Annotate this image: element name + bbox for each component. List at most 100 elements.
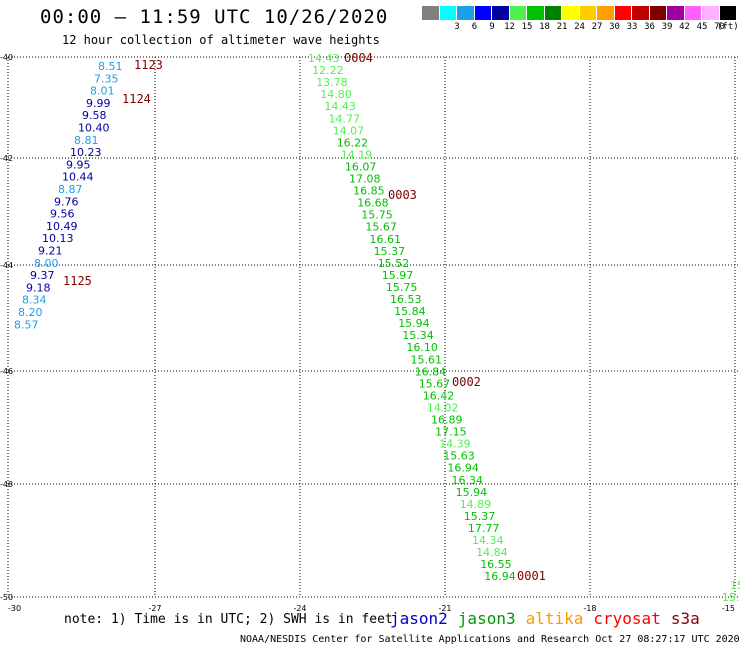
west-track-value: 10.44 [62,171,94,184]
central-track-value: 15.34 [402,329,434,342]
colorbar-swatch [527,6,545,20]
colorbar-label: 45 [696,22,708,32]
central-track-value: 14.77 [329,112,361,125]
colorbar-label: 36 [644,22,655,32]
colorbar-swatch [597,6,615,20]
central-track-value: 17.15 [435,426,467,439]
central-track-value: 14.84 [476,546,508,559]
central-track-value: 15.52 [378,257,410,270]
west-track-value: 9.58 [82,109,107,122]
central-track-value: 15.61 [411,353,443,366]
central-track-value: 17.77 [468,522,500,535]
central-track-value: 16.84 [415,365,447,378]
central-track-value: 14.43 [308,52,340,65]
central-track-value: 15.37 [464,510,496,523]
central-track-value: 15.67 [365,221,397,234]
central-track-value: 14.07 [333,124,365,137]
central-track-value: 16.42 [423,389,455,402]
satellite-jason3: jason3 [457,609,516,628]
longitude-label: -24 [293,604,306,613]
colorbar-label: 33 [626,22,638,32]
colorbar-label: 3 [454,22,460,32]
colorbar-swatch [422,6,440,20]
longitude-label: -18 [583,604,596,613]
note: note: 1) Time is in UTC; 2) SWH is in fe… [64,612,393,627]
west-track-value: 8.20 [18,306,43,319]
west-track-value: 9.95 [66,158,91,171]
map-subtitle: 12 hour collection of altimeter wave hei… [62,33,380,47]
west-track-value: 8.87 [58,183,83,196]
central-track-value: 14.43 [324,100,356,113]
colorbar-swatch [614,6,632,20]
colorbar-label: 12 [504,22,515,32]
colorbar-swatch [457,6,475,20]
colorbar-label: 39 [661,22,673,32]
central-track-value: 15.75 [361,209,393,222]
time-labels: 1123 1124 1125 0004 0003 0002 0001 [63,51,546,583]
west-track-value: 10.49 [46,220,78,233]
colorbar-swatch [544,6,562,20]
central-track-value: 15.37 [374,245,406,258]
colorbar-swatch [474,6,492,20]
central-track-value: 16.07 [345,160,377,173]
colorbar-label: 24 [574,22,585,32]
west-track-value: 8.51 [98,60,123,73]
west-track-value: 8.01 [90,85,115,98]
colorbar [422,6,737,20]
colorbar-swatch [684,6,702,20]
central-track-value: 16.22 [337,136,369,149]
central-track-value: 15.63 [443,450,475,463]
central-track-value: 14.80 [320,88,352,101]
latitude-label: -46 [0,367,13,376]
time-label: 0004 [344,51,373,65]
west-track-value: 8.81 [74,134,99,147]
time-label: 0003 [388,188,417,202]
east-track-value: 15 [730,579,740,592]
colorbar-swatch [632,6,650,20]
footer-credit: NOAA/NESDIS Center for Satellite Applica… [240,634,740,645]
graticule [7,56,740,598]
central-track-value: 14.19 [341,148,373,161]
colorbar-swatch [702,6,720,20]
longitude-label: -21 [438,604,451,613]
latitude-label: -48 [0,480,13,489]
west-track-value: 8.34 [22,294,47,307]
time-label: 0002 [452,375,481,389]
central-track-value: 16.61 [370,233,402,246]
central-track-value: 14.34 [472,534,504,547]
colorbar-swatch [579,6,597,20]
colorbar-swatch [649,6,667,20]
latitude-label: -44 [0,261,13,270]
west-track-value: 10.13 [42,232,74,245]
latitude-label: -50 [0,593,13,602]
latitude-label: -40 [0,53,13,62]
axis-labels: -40 -42 -44 -46 -48 -50 -30 -27 -24 -21 -18 -15 [0,53,735,613]
colorbar-label: 18 [539,22,550,32]
satellite-s3a: s3a [670,609,700,628]
satellite-jason2: jason2 [390,609,448,628]
longitude-label: -27 [148,604,161,613]
central-track-value: 16.34 [452,474,484,487]
colorbar-label: 27 [591,22,603,32]
west-track-value: 10.23 [70,146,102,159]
central-track-value: 15.94 [456,486,488,499]
colorbar-swatch [492,6,510,20]
longitude-label: -15 [722,604,735,613]
time-label: 1123 [134,58,163,72]
colorbar-swatch [667,6,685,20]
colorbar-swatch [439,6,457,20]
central-track-value: 16.55 [480,558,512,571]
east-track-value: 15.0 [722,591,740,604]
colorbar-unit: (ft) [717,22,739,32]
central-track-value: 15.97 [382,269,414,282]
time-label: 1125 [63,274,92,288]
longitude-label: -30 [8,604,21,613]
west-track-value: 7.35 [94,72,119,85]
satellite-cryosat: cryosat [593,609,661,628]
west-track-value: 8.57 [14,318,39,331]
colorbar-label: 21 [556,22,568,32]
central-track-value: 17.08 [349,173,381,186]
central-track-value: 16.94 [484,570,516,583]
central-track-value: 16.89 [431,414,463,427]
